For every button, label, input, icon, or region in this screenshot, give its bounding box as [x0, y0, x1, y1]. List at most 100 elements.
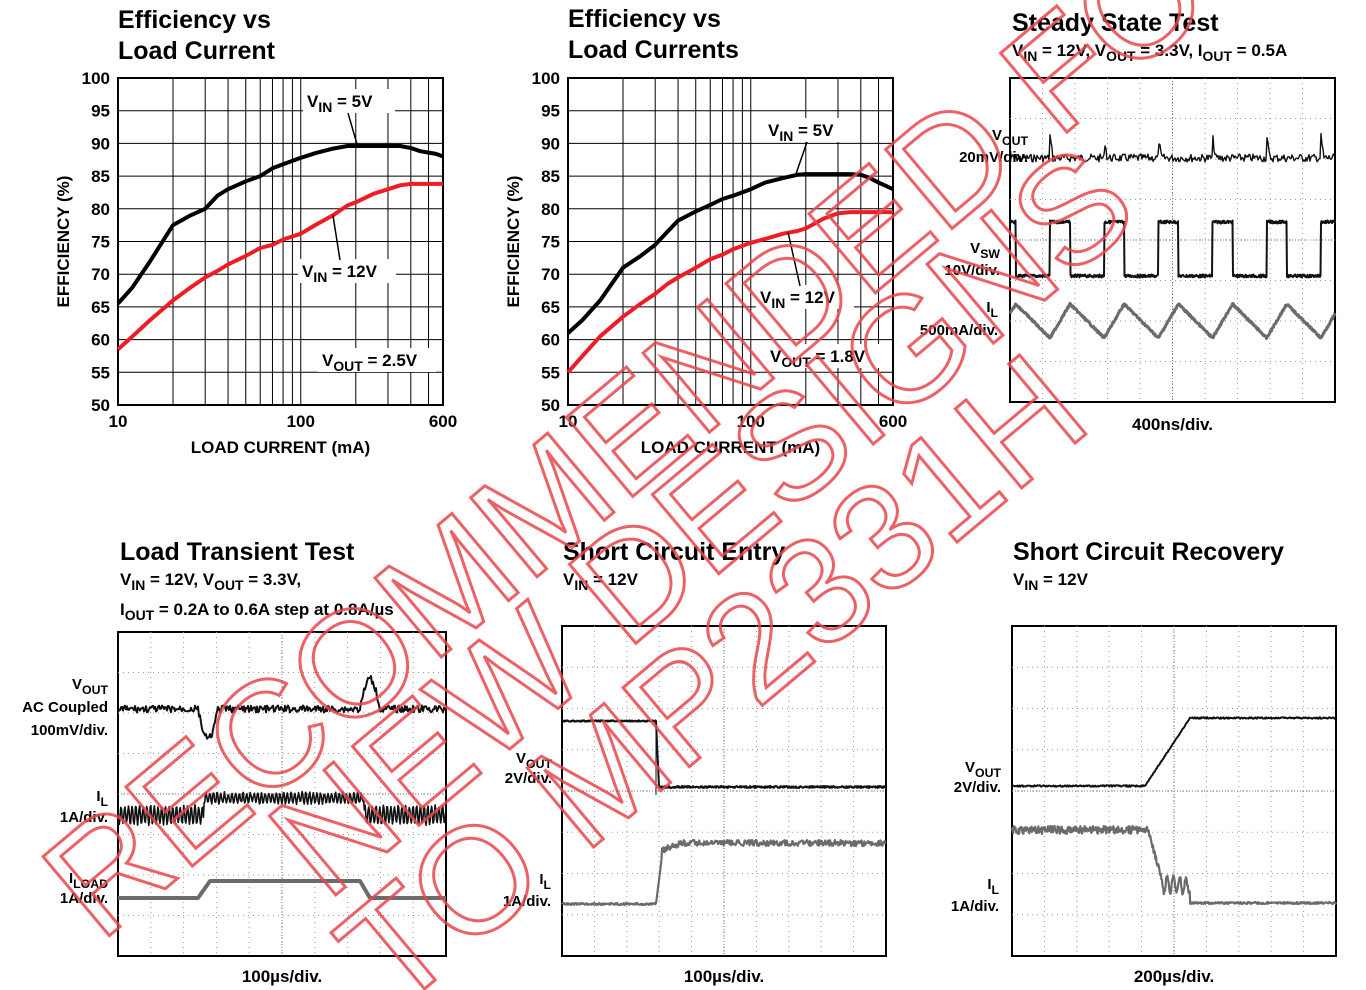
scope-title: Steady State Test — [1012, 9, 1219, 37]
y-tick-label: 90 — [541, 134, 560, 153]
channel-scale: 1A/div. — [60, 809, 108, 826]
callout-pointer — [794, 141, 808, 177]
annotation-bg — [318, 348, 436, 372]
timebase-label: 200µs/div. — [1134, 967, 1214, 986]
timebase-label: 100µs/div. — [684, 967, 764, 986]
chart-title: Load Currents — [568, 36, 739, 64]
chart-title: Efficiency vs — [568, 5, 721, 33]
channel-label: VSW — [970, 240, 1000, 261]
plot-frame — [567, 77, 894, 406]
callout-bg — [298, 259, 396, 283]
series-label: VIN = 12V — [302, 262, 378, 285]
y-tick-label: 80 — [541, 200, 560, 219]
y-tick-label: 50 — [541, 396, 560, 415]
y-tick-label: 100 — [532, 69, 560, 88]
channel-label: VOUT — [516, 750, 552, 771]
y-tick-label: 65 — [541, 298, 560, 317]
channel-scale: AC Coupled — [22, 699, 108, 716]
channel-label: VOUT — [965, 759, 1001, 780]
y-tick-label: 80 — [91, 200, 110, 219]
channel-scale: 1A/div. — [503, 893, 551, 910]
scope-title: Load Transient Test — [120, 538, 355, 566]
y-tick-label: 85 — [541, 167, 560, 186]
output-voltage-annotation: VOUT = 2.5V — [322, 351, 418, 374]
timebase-label: 400ns/div. — [1132, 415, 1213, 434]
channel-scale: 1A/div. — [951, 898, 999, 915]
callout-bg — [756, 285, 854, 309]
vout-trace — [1009, 132, 1336, 163]
y-tick-label: 70 — [91, 265, 110, 284]
y-tick-label: 95 — [91, 102, 110, 121]
vout-trace — [117, 675, 447, 740]
y-tick-label: 100 — [82, 69, 110, 88]
plot-frame — [117, 77, 444, 406]
series-line-0 — [116, 144, 444, 305]
channel-scale: 20mV/div. — [959, 149, 1028, 166]
x-axis-label: LOAD CURRENT (mA) — [641, 438, 820, 457]
short-circuit-recovery-scope: Short Circuit Recovery VIN = 12V VOUT2V/di… — [951, 538, 1338, 986]
load-transient-scope: Load Transient Test VIN = 12V, VOUT = 3.3… — [22, 538, 447, 986]
callout-pointer — [347, 112, 359, 147]
x-tick-label: 600 — [429, 412, 457, 431]
chart-title: Load Current — [118, 37, 276, 65]
y-tick-label: 65 — [91, 298, 110, 317]
steady-state-scope: Steady State Test VIN = 12V, VOUT = 3.3V,… — [920, 9, 1337, 434]
output-voltage-annotation: VOUT = 1.8V — [770, 347, 866, 370]
series-label: VIN = 12V — [760, 288, 836, 311]
callout-pointer — [332, 215, 341, 261]
scope-title: Short Circuit Recovery — [1013, 538, 1284, 566]
x-axis-label: LOAD CURRENT (mA) — [191, 438, 370, 457]
channel-scale: 10V/div. — [944, 262, 1000, 279]
y-tick-label: 60 — [541, 331, 560, 350]
x-tick-label: 10 — [109, 412, 128, 431]
test-conditions: VIN = 12V — [563, 570, 639, 593]
y-tick-label: 75 — [541, 233, 560, 252]
channel-scale: 2V/div. — [505, 770, 552, 787]
channel-scale: 500mA/div. — [920, 322, 998, 339]
vout-trace — [1011, 716, 1336, 788]
charts-layer: Efficiency vs Load Current 50 55 60 65 70 75 80 8… — [22, 5, 1338, 986]
load-current-trace — [117, 879, 447, 900]
y-tick-label: 85 — [91, 167, 110, 186]
test-conditions: IOUT = 0.2A to 0.6A step at 0.8A/µs — [120, 600, 394, 623]
inductor-current-trace — [1008, 301, 1337, 340]
y-axis-label: EFFICIENCY (%) — [504, 176, 523, 308]
test-conditions: VIN = 12V, VOUT = 3.3V, — [120, 570, 301, 593]
y-tick-label: 50 — [91, 396, 110, 415]
test-conditions: VIN = 12V, VOUT = 3.3V, IOUT = 0.5A — [1012, 41, 1287, 64]
x-tick-label: 100 — [287, 412, 315, 431]
series-label: VIN = 5V — [307, 92, 373, 115]
series-line-0 — [566, 172, 894, 335]
callout-bg — [764, 118, 856, 142]
channel-label: IL — [987, 876, 999, 897]
y-tick-label: 90 — [91, 134, 110, 153]
channel-label: IL — [96, 788, 108, 809]
x-tick-label: 10 — [559, 412, 578, 431]
y-tick-label: 70 — [541, 265, 560, 284]
channel-label: IL — [986, 299, 998, 320]
y-tick-label: 60 — [91, 331, 110, 350]
series-line-1 — [116, 181, 443, 351]
channel-scale: 100mV/div. — [31, 722, 108, 739]
chart-title: Efficiency vs — [118, 6, 271, 34]
inductor-current-trace — [1010, 824, 1338, 906]
test-conditions: VIN = 12V — [1013, 570, 1089, 593]
callout-bg — [303, 89, 395, 113]
channel-label: IL — [539, 871, 551, 892]
inductor-current-trace — [561, 838, 887, 907]
scope-title: Short Circuit Entry — [563, 538, 785, 566]
series-label: VIN = 5V — [768, 121, 834, 144]
x-tick-label: 100 — [737, 412, 765, 431]
switch-node-trace — [1009, 219, 1336, 279]
vout-trace — [561, 719, 887, 789]
y-tick-label: 95 — [541, 102, 560, 121]
channel-label: VOUT — [72, 676, 108, 697]
x-tick-label: 600 — [879, 412, 907, 431]
y-tick-label: 75 — [91, 233, 110, 252]
efficiency-chart: Efficiency vs Load Current 50 55 60 65 70 75 80 8… — [54, 6, 457, 457]
channel-scale: 1A/div. — [60, 890, 108, 907]
channel-scale: 2V/div. — [954, 779, 1001, 796]
y-tick-label: 55 — [91, 363, 110, 382]
